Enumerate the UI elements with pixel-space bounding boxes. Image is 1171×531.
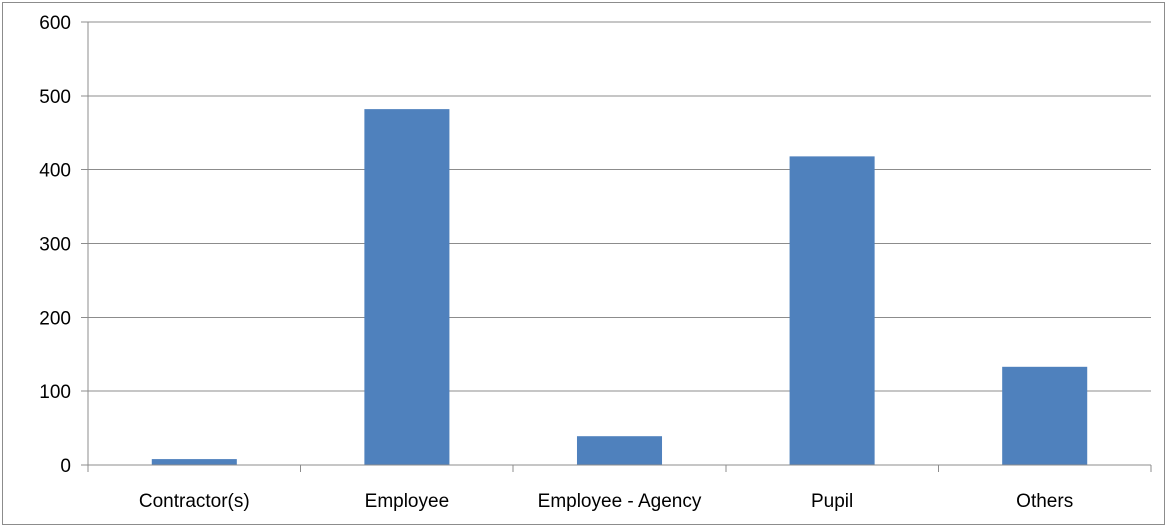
x-tick-label: Others xyxy=(1016,491,1073,512)
bar xyxy=(151,459,237,465)
bar xyxy=(789,156,875,466)
y-tick-label: 300 xyxy=(39,235,71,256)
bar xyxy=(1002,366,1088,465)
x-tick-label: Employee xyxy=(365,491,450,512)
bars xyxy=(151,109,1088,466)
y-tick-label: 400 xyxy=(39,161,71,182)
y-tick-label: 500 xyxy=(39,87,71,108)
y-tick-label: 600 xyxy=(39,13,71,34)
tick-labels: 0 100 200 300 400 500 600 Contractor(s) Employee… xyxy=(39,13,1073,512)
y-tick-label: 0 xyxy=(60,456,71,477)
y-tick-label: 200 xyxy=(39,308,71,329)
axes xyxy=(81,21,1152,472)
gridlines xyxy=(88,21,1151,392)
bar xyxy=(576,436,663,465)
x-tick-label: Employee - Agency xyxy=(538,491,702,512)
bar xyxy=(364,109,450,465)
x-tick-label: Contractor(s) xyxy=(139,491,250,512)
y-tick-label: 100 xyxy=(39,382,71,403)
x-tick-label: Pupil xyxy=(811,491,853,512)
